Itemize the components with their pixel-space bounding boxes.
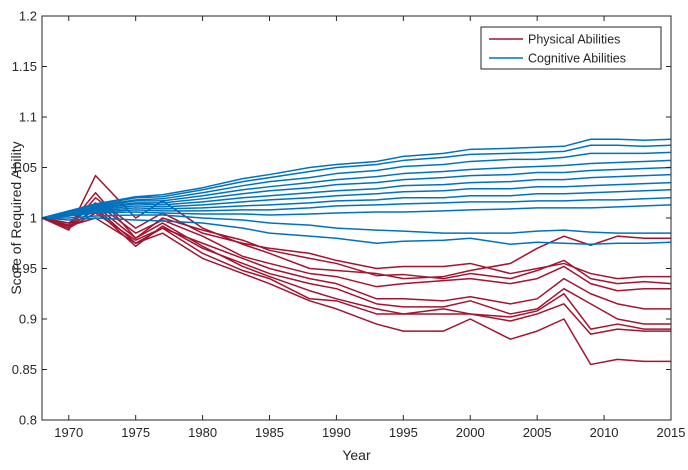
y-tick-label: 1 [30, 211, 37, 226]
y-tick-label: 0.9 [19, 312, 37, 327]
series-layer [41, 138, 672, 366]
x-tick-label: 1985 [255, 425, 284, 440]
series-line-cognitive-12 [41, 138, 672, 219]
series-line-physical-9 [41, 217, 671, 366]
x-tick-label: 1975 [121, 425, 150, 440]
y-tick-label: 0.85 [12, 362, 37, 377]
legend-label-cognitive: Cognitive Abilities [528, 52, 626, 66]
series-line-physical-8 [41, 212, 671, 335]
x-tick-label: 1970 [54, 425, 83, 440]
series-line-cognitive-11 [41, 144, 672, 219]
legend-label-physical: Physical Abilities [528, 33, 620, 47]
series-line-cognitive-5 [41, 188, 672, 219]
series-line-physical-2 [41, 197, 671, 280]
x-tick-label: 1995 [389, 425, 418, 440]
y-tick-label: 0.95 [12, 261, 37, 276]
series-line-physical-5 [41, 207, 671, 310]
series-line-cognitive-10 [41, 151, 672, 219]
x-tick-label: 2005 [523, 425, 552, 440]
y-tick-label: 1.1 [19, 110, 37, 125]
series-line-cognitive-3 [41, 204, 672, 219]
plot-background [42, 16, 671, 420]
x-tick-label: 2010 [590, 425, 619, 440]
x-tick-label: 1980 [188, 425, 217, 440]
legend: Physical Abilities Cognitive Abilities [480, 26, 662, 70]
series-line-physical-7 [41, 205, 671, 330]
x-tick-label: 2000 [456, 425, 485, 440]
ticks-layer: 1970 1975 1980 1985 1990 1995 2000 2005 2010 2015… [12, 9, 686, 441]
series-line-cognitive-9 [41, 159, 672, 219]
series-line-cognitive-2 [42, 214, 671, 234]
x-tick-label: 1990 [322, 425, 351, 440]
y-tick-label: 1.05 [12, 160, 37, 175]
series-line-cognitive-4 [41, 197, 672, 219]
series-line-physical-3 [41, 192, 672, 285]
series-line-cognitive-7 [41, 173, 672, 219]
y-tick-label: 1.2 [19, 9, 37, 24]
y-tick-label: 0.8 [19, 413, 37, 428]
series-line-physical-4 [41, 202, 671, 292]
y-tick-label: 1.15 [12, 59, 37, 74]
series-line-cognitive-1 [41, 217, 672, 246]
y-axis-label: Score of Required Ability [8, 141, 24, 294]
x-axis-label: Year [342, 447, 371, 463]
series-line-cognitive-6 [41, 181, 672, 219]
legend-box [480, 26, 662, 70]
x-tick-label: 2015 [657, 425, 686, 440]
series-line-cognitive-8 [41, 166, 672, 219]
